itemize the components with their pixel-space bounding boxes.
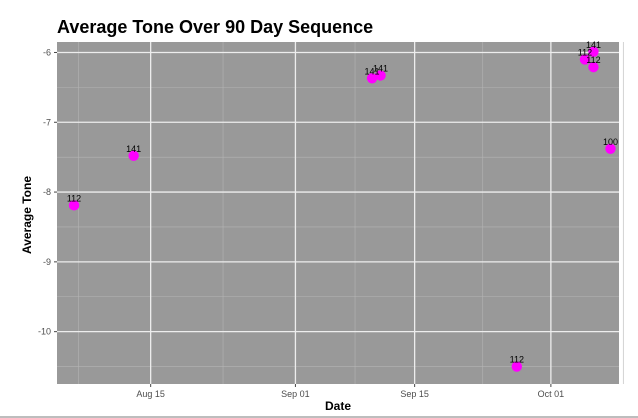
x-tick-label: Sep 01 <box>281 389 310 399</box>
data-point <box>366 73 378 84</box>
y-tick-label: -6 <box>43 47 51 57</box>
x-tick-label: Oct 01 <box>538 389 565 399</box>
data-point <box>375 70 386 81</box>
axis-ticks: Aug 15 Sep 01 Sep 15 Oct 01 -6 -7 -8 -9 -10 <box>38 47 564 399</box>
data-label: 112 <box>586 55 600 65</box>
x-tick-label: Aug 15 <box>136 389 165 399</box>
x-axis-label: Date <box>324 399 351 413</box>
chart-title: Average Tone Over 90 Day Sequence <box>57 17 374 37</box>
y-tick-label: -8 <box>43 187 51 197</box>
data-point <box>588 61 599 73</box>
y-axis-label: Average Tone <box>20 175 34 255</box>
y-tick-label: -9 <box>43 257 51 267</box>
data-label: 112 <box>67 193 81 203</box>
data-point <box>579 54 591 65</box>
data-point <box>588 46 599 57</box>
y-tick-label: -10 <box>38 327 51 337</box>
x-tick-label: Sep 15 <box>400 389 429 399</box>
data-label: 112 <box>510 355 524 365</box>
grid-major <box>57 42 619 384</box>
y-tick-label: -7 <box>43 117 51 127</box>
plot-panel <box>57 42 619 384</box>
data-point <box>128 150 139 161</box>
data-label: 141 <box>365 66 380 76</box>
data-label: 141 <box>373 64 388 74</box>
bottom-divider <box>0 416 638 418</box>
data-point <box>68 200 80 211</box>
data-point <box>605 143 616 154</box>
data-label: 141 <box>586 40 601 50</box>
data-point <box>511 361 523 372</box>
data-label: 100 <box>603 137 618 147</box>
data-label: 112 <box>578 47 592 57</box>
data-label: 141 <box>126 144 141 154</box>
